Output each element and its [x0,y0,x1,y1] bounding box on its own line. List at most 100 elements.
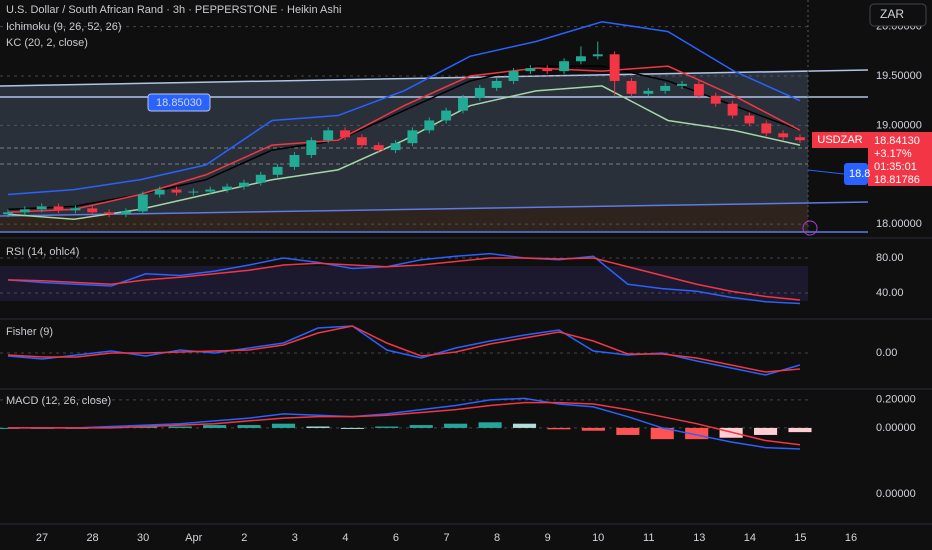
candle-body [53,206,64,211]
candle-body [542,68,553,72]
x-tick-label: 3 [292,532,298,544]
channel-fill-lower [0,204,808,232]
change: +3.17% [874,148,912,160]
y-tick-label: 40.00 [876,287,904,299]
candle-body [525,68,536,72]
series-line [7,257,801,301]
candle-body [222,186,233,190]
histogram-bar [478,422,502,428]
y-tick-label: 80.00 [876,252,904,264]
x-tick-label: 2 [241,532,247,544]
histogram-bar [409,425,433,428]
last-price-box [868,132,932,186]
candle-body [356,137,367,146]
last-price: 18.84130 [874,135,920,147]
candle-body [390,143,401,151]
series-line [7,325,801,373]
y-tick-label: 0.00000 [876,422,916,434]
candle-body [255,174,266,183]
histogram-bar [237,425,261,428]
y-tick-label: 0.20000 [876,394,916,406]
histogram-bar [375,426,399,428]
symbol-box [812,132,868,148]
candle-body [778,133,789,138]
candle-body [677,83,687,86]
candle-body [643,90,654,94]
bid-price: 18.81786 [874,174,920,186]
replay-icon[interactable] [802,220,818,236]
alert-label: 18.8 [849,168,870,180]
series-line [8,397,801,450]
x-tick-label: 7 [443,532,449,544]
histogram-bar [203,425,227,428]
candle-body [154,189,165,195]
histogram-bar [788,427,812,433]
candle-body [3,212,13,215]
y2-tick-label: 0.00000 [876,488,916,500]
candle-body [727,103,738,116]
alert-box [844,163,868,185]
x-tick-label: 8 [494,532,500,544]
marks: 18.0000019.0000019.5000020.0000040.0080.… [0,21,922,500]
currency-button[interactable] [869,3,927,27]
candle-body [188,191,199,193]
histogram-bar [444,423,468,428]
currency-button-label[interactable]: ZAR [880,7,904,21]
candle-body [323,130,334,141]
symbol-label: USDZAR [817,134,862,146]
annotation: 18.85030 [156,97,202,109]
candle-body [795,137,805,141]
histogram-bar [168,426,192,428]
y-tick-label: 0.00 [876,347,897,359]
candle-body [508,71,519,81]
candle-body [575,56,586,62]
x-tick-label: 28 [86,532,98,544]
channel-fill [0,70,808,216]
indicator-label: Fisher (9) [6,326,53,338]
candle-body [761,123,772,134]
x-tick-label: 11 [643,532,654,544]
candle-body [693,83,704,96]
series-line [7,252,801,305]
histogram-bar [340,427,364,429]
x-tick-label: 30 [137,532,149,544]
histogram-bar [306,426,330,428]
candle-body [609,54,620,81]
series-line [7,20,801,196]
x-tick-label: 6 [393,532,399,544]
candle-body [592,54,603,57]
candle-body [70,208,81,211]
x-tick-label: 14 [744,532,756,544]
annotation-box [147,93,211,112]
indicator-label: RSI (14, ohlc4) [6,246,79,258]
candle-body [36,206,47,210]
y-tick-label: 19.00000 [876,119,922,131]
candle-body [373,145,384,151]
x-tick-label: Apr [185,532,202,544]
trend-line [0,201,869,217]
candle-body [458,97,468,111]
histogram-bar [512,423,537,428]
candle-body [407,130,418,144]
candle-body [137,194,148,212]
histogram-bar [754,427,778,435]
indicator-label: KC (20, 2, close) [6,37,88,49]
candle-body [87,208,98,213]
candle-body [272,166,283,175]
indicator-label: MACD (12, 26, close) [6,395,111,407]
indicator-label: Ichimoku (9, 26, 52, 26) [6,21,122,33]
histogram-bar [650,427,674,440]
candle-body [171,189,182,193]
countdown: 01:35:01 [874,161,917,173]
candle-body [474,87,485,98]
y-tick-label: 18.00000 [876,218,922,230]
candle-body [289,155,300,167]
candle-body [340,130,350,138]
histogram-bar [581,427,605,431]
alert-line [807,169,845,175]
histogram-bar [547,427,571,430]
x-tick-label: 16 [845,532,857,544]
candle-body [238,182,249,187]
chart-title: U.S. Dollar / South African Rand · 3h · … [6,4,341,16]
